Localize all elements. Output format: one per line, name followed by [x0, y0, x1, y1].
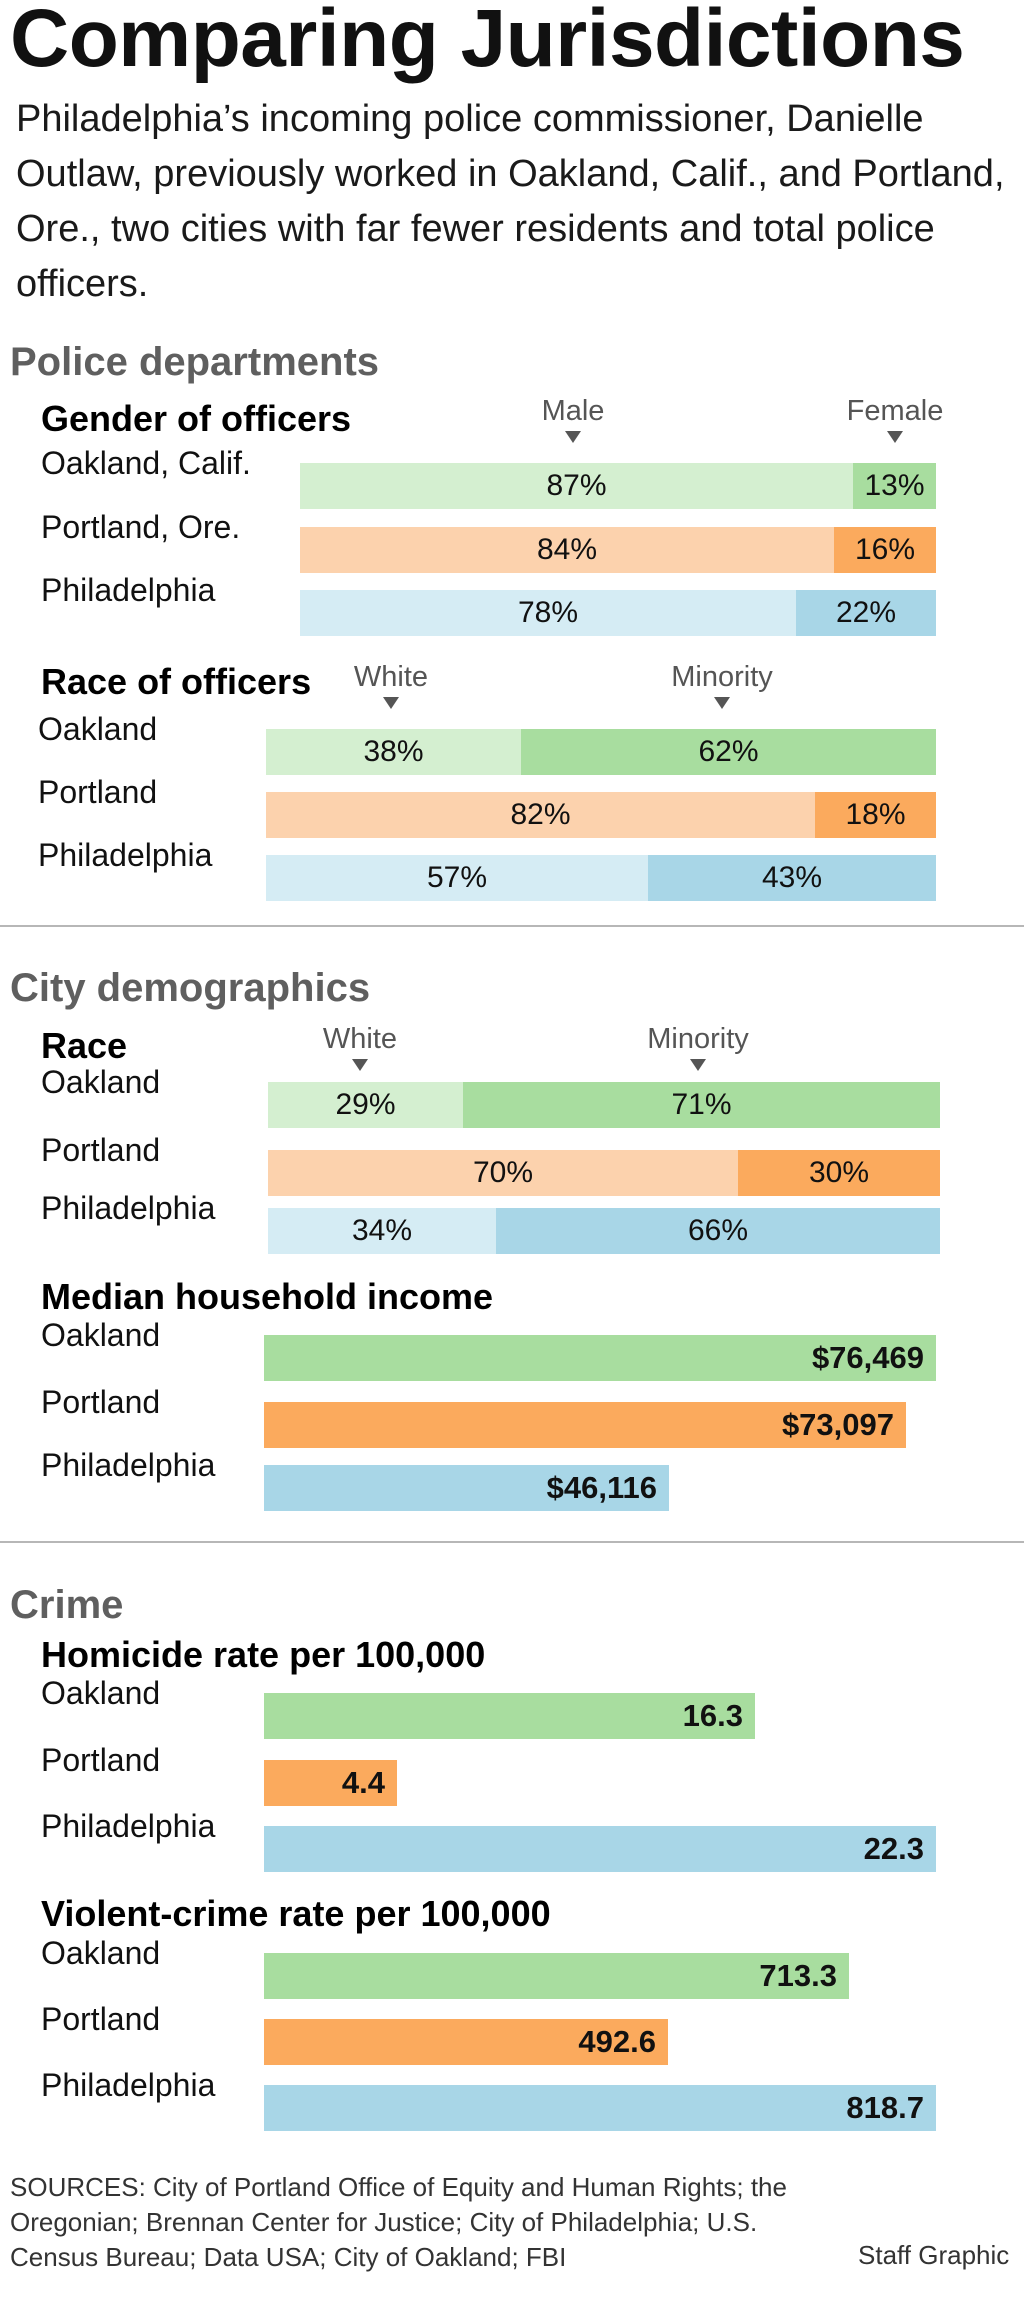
bar-segment-male-oakland: 87% — [300, 463, 853, 509]
gender-of-officers-title: Gender of officers — [41, 398, 352, 439]
credit-line: Staff Graphic — [858, 2240, 1010, 2270]
row-label-philadelphia: Philadelphia — [41, 1447, 216, 1483]
row-label-portland-ore: Portland, Ore. — [41, 509, 241, 545]
row-label-oakland-calif: Oakland, Calif. — [41, 445, 251, 481]
row-label-philadelphia: Philadelphia — [41, 1808, 216, 1844]
row-label-philadelphia: Philadelphia — [41, 572, 216, 608]
bar-violent-crime-rate-per-100-000-oakland: 713.3 — [264, 1953, 849, 1999]
bar-median-household-income-portland: $73,097 — [264, 1402, 906, 1448]
bar-segment-white-portland: 70% — [268, 1150, 738, 1196]
legend-label-male: Male — [541, 395, 605, 427]
bar-segment-minority-philadelphia: 66% — [496, 1208, 940, 1254]
legend-label-female: Female — [846, 395, 944, 427]
bar-segment-male-portland: 84% — [300, 527, 834, 573]
row-label-portland: Portland — [38, 774, 158, 810]
row-label-oakland: Oakland — [38, 711, 158, 747]
bar-median-household-income-oakland: $76,469 — [264, 1335, 936, 1381]
bar-segment-minority-oakland: 62% — [521, 729, 936, 775]
row-label-portland: Portland — [41, 1384, 161, 1420]
legend-label-white: White — [322, 1023, 398, 1055]
bar-segment-white-portland: 82% — [266, 792, 815, 838]
bar-segment-white-philadelphia: 57% — [266, 855, 648, 901]
bar-segment-minority-portland: 18% — [815, 792, 936, 838]
row-label-portland: Portland — [41, 1132, 161, 1168]
legend-arrow-icon — [383, 697, 399, 709]
violent-crime-rate-per-100-000-title: Violent-crime rate per 100,000 — [41, 1893, 551, 1934]
row-label-portland: Portland — [41, 1742, 161, 1778]
legend-label-minority: Minority — [671, 661, 773, 693]
row-label-philadelphia: Philadelphia — [41, 1190, 216, 1226]
section-divider — [0, 1541, 1024, 1543]
bar-homicide-rate-per-100-000-oakland: 16.3 — [264, 1693, 755, 1739]
bar-violent-crime-rate-per-100-000-portland: 492.6 — [264, 2019, 668, 2065]
legend-arrow-icon — [690, 1059, 706, 1071]
row-label-philadelphia: Philadelphia — [38, 837, 213, 873]
bar-segment-female-philadelphia: 22% — [796, 590, 936, 636]
bar-homicide-rate-per-100-000-philadelphia: 22.3 — [264, 1826, 936, 1872]
row-label-oakland: Oakland — [41, 1064, 161, 1100]
row-label-oakland: Oakland — [41, 1317, 161, 1353]
chart-subtitle: Philadelphia’s incoming police commissio… — [16, 98, 1005, 305]
legend-label-minority: Minority — [647, 1023, 749, 1055]
row-label-philadelphia: Philadelphia — [41, 2067, 216, 2103]
legend-arrow-icon — [887, 431, 903, 443]
chart-title: Comparing Jurisdictions — [10, 0, 965, 84]
bar-segment-female-portland: 16% — [834, 527, 936, 573]
bar-median-household-income-philadelphia: $46,116 — [264, 1465, 669, 1511]
bar-segment-white-oakland: 38% — [266, 729, 521, 775]
legend-arrow-icon — [352, 1059, 368, 1071]
bar-segment-minority-portland: 30% — [738, 1150, 940, 1196]
median-household-income-title: Median household income — [41, 1276, 494, 1317]
row-label-oakland: Oakland — [41, 1935, 161, 1971]
source-note: SOURCES: City of Portland Office of Equi… — [10, 2172, 787, 2272]
legend-arrow-icon — [565, 431, 581, 443]
row-label-oakland: Oakland — [41, 1675, 161, 1711]
section-title-police-departments: Police departments — [10, 340, 380, 384]
bar-homicide-rate-per-100-000-portland: 4.4 — [264, 1760, 397, 1806]
section-divider — [0, 925, 1024, 927]
legend-label-white: White — [353, 661, 429, 693]
section-title-city-demographics: City demographics — [10, 966, 371, 1010]
section-title-crime: Crime — [10, 1583, 124, 1627]
legend-arrow-icon — [714, 697, 730, 709]
bar-segment-minority-philadelphia: 43% — [648, 855, 936, 901]
bar-segment-male-philadelphia: 78% — [300, 590, 796, 636]
bar-segment-white-philadelphia: 34% — [268, 1208, 496, 1254]
row-label-portland: Portland — [41, 2001, 161, 2037]
race-title: Race — [41, 1025, 128, 1066]
homicide-rate-per-100-000-title: Homicide rate per 100,000 — [41, 1634, 486, 1675]
race-of-officers-title: Race of officers — [41, 661, 312, 702]
bar-segment-female-oakland: 13% — [853, 463, 936, 509]
bar-segment-white-oakland: 29% — [268, 1082, 463, 1128]
bar-segment-minority-oakland: 71% — [463, 1082, 940, 1128]
bar-violent-crime-rate-per-100-000-philadelphia: 818.7 — [264, 2085, 936, 2131]
